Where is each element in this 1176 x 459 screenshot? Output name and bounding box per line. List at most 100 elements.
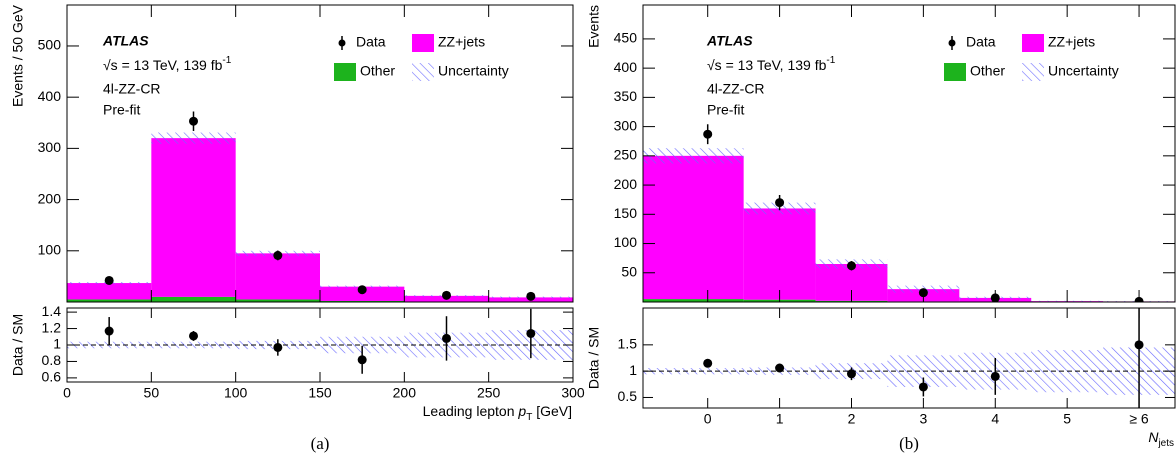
y-tick-label: 400 (38, 88, 62, 104)
x-tick-label: 300 (561, 385, 585, 401)
hist-bar (743, 208, 816, 300)
y-tick-label: 100 (38, 241, 62, 257)
legend-swatch (412, 63, 434, 81)
ratio-tick-label: 1 (629, 362, 637, 378)
plot-frame (642, 4, 1176, 303)
x-label-var: p (517, 403, 526, 419)
legend-swatch (1022, 63, 1044, 81)
ratio-point (775, 363, 785, 373)
ratio-point (703, 358, 713, 368)
ratio-point (918, 382, 928, 392)
data-point (442, 290, 451, 300)
ratio-point (1134, 340, 1144, 350)
y-tick-label: 400 (614, 59, 638, 75)
y-tick-label: 300 (38, 139, 62, 155)
x-label-unit: [GeV] (532, 403, 572, 419)
legend-swatch (1022, 34, 1044, 52)
ratio-point (189, 331, 198, 341)
legend-label: Uncertainty (438, 63, 509, 79)
ratio-band (151, 341, 236, 349)
hist-bar (643, 299, 744, 302)
x-label-sub: T (526, 412, 532, 423)
hist-bar (151, 138, 236, 297)
data-point (846, 261, 856, 271)
y-axis-label: Events / 50 GeV (10, 4, 26, 107)
hist-bar (643, 155, 744, 300)
y-tick-label: 450 (614, 30, 638, 46)
data-point (273, 250, 283, 260)
legend-label: Other (970, 63, 1005, 79)
data-point (775, 198, 785, 208)
x-tick-label: 4 (991, 411, 999, 427)
ratio-tick-label: 0.8 (42, 352, 62, 368)
ratio-axis-label: Data / SM (586, 327, 602, 389)
x-label-text: Leading lepton (423, 403, 519, 419)
hist-bar (151, 296, 236, 302)
legend-swatch (334, 63, 356, 81)
y-tick-label: 250 (614, 147, 638, 163)
main-plot (643, 124, 1175, 302)
experiment-label: ATLAS (706, 33, 753, 49)
data-point (189, 116, 198, 126)
ratio-tick-label: 1.2 (42, 319, 62, 335)
ratio-point (846, 369, 856, 379)
x-tick-label: 50 (144, 385, 160, 401)
legend-label: Other (360, 63, 395, 79)
x-tick-label: 5 (1063, 411, 1071, 427)
ratio-tick-label: 0.6 (42, 369, 62, 385)
uncertainty-band (151, 132, 236, 144)
panel-caption: (b) (899, 434, 919, 453)
ratio-plot (67, 308, 573, 374)
panel-caption: (a) (311, 434, 330, 453)
ratio-band (320, 336, 405, 354)
y-tick-label: 150 (614, 205, 638, 221)
legend-swatch (944, 63, 966, 81)
x-tick-label: 1 (776, 411, 784, 427)
y-tick-label: 200 (614, 176, 638, 192)
x-tick-label: 2 (848, 411, 856, 427)
legend-label: Uncertainty (1048, 63, 1119, 79)
y-tick-label: 100 (614, 234, 638, 250)
energy-text: √s = 13 TeV, 139 fb (103, 57, 223, 73)
data-point (357, 285, 367, 295)
main-plot (67, 111, 573, 302)
ratio-plot (643, 308, 1175, 408)
hist-bar (67, 283, 152, 300)
ratio-tick-label: 1 (53, 336, 61, 352)
hist-bar (235, 299, 320, 302)
legend-label: ZZ+jets (438, 34, 485, 50)
legend-data-marker (338, 39, 346, 47)
y-tick-label: 300 (614, 117, 638, 133)
region-label: 4l-ZZ-CR (707, 81, 765, 97)
x-tick-label: 200 (393, 385, 417, 401)
ratio-axis-label: Data / SM (10, 314, 26, 376)
y-axis-label: Events (586, 5, 602, 48)
ratio-tick-label: 0.5 (618, 388, 638, 404)
x-label-var: N (1148, 429, 1159, 445)
legend-data-marker (948, 39, 956, 47)
x-label-sub: jets (1157, 438, 1174, 449)
data-point (526, 291, 536, 301)
ratio-point (442, 333, 451, 343)
x-tick-label: 0 (63, 385, 71, 401)
energy-label: √s = 13 TeV, 139 fb-1 (103, 55, 232, 73)
x-tick-label: 100 (224, 385, 248, 401)
x-tick-label: ≥ 6 (1129, 411, 1149, 427)
hist-bar (320, 300, 405, 302)
x-tick-label: 150 (308, 385, 332, 401)
legend-label: Data (356, 34, 386, 50)
ratio-point (357, 355, 367, 365)
ratio-point (990, 371, 1000, 381)
hist-bar (235, 253, 320, 300)
legend-label: ZZ+jets (1048, 34, 1095, 50)
y-tick-label: 500 (38, 37, 62, 53)
hist-bar (67, 299, 152, 302)
stage-label: Pre-fit (707, 102, 744, 118)
data-point (104, 275, 114, 285)
y-tick-label: 200 (38, 190, 62, 206)
x-axis-label: Njets (1148, 429, 1174, 449)
ratio-point (104, 326, 114, 336)
ratio-point (273, 342, 283, 352)
plot-frame (642, 307, 1176, 409)
